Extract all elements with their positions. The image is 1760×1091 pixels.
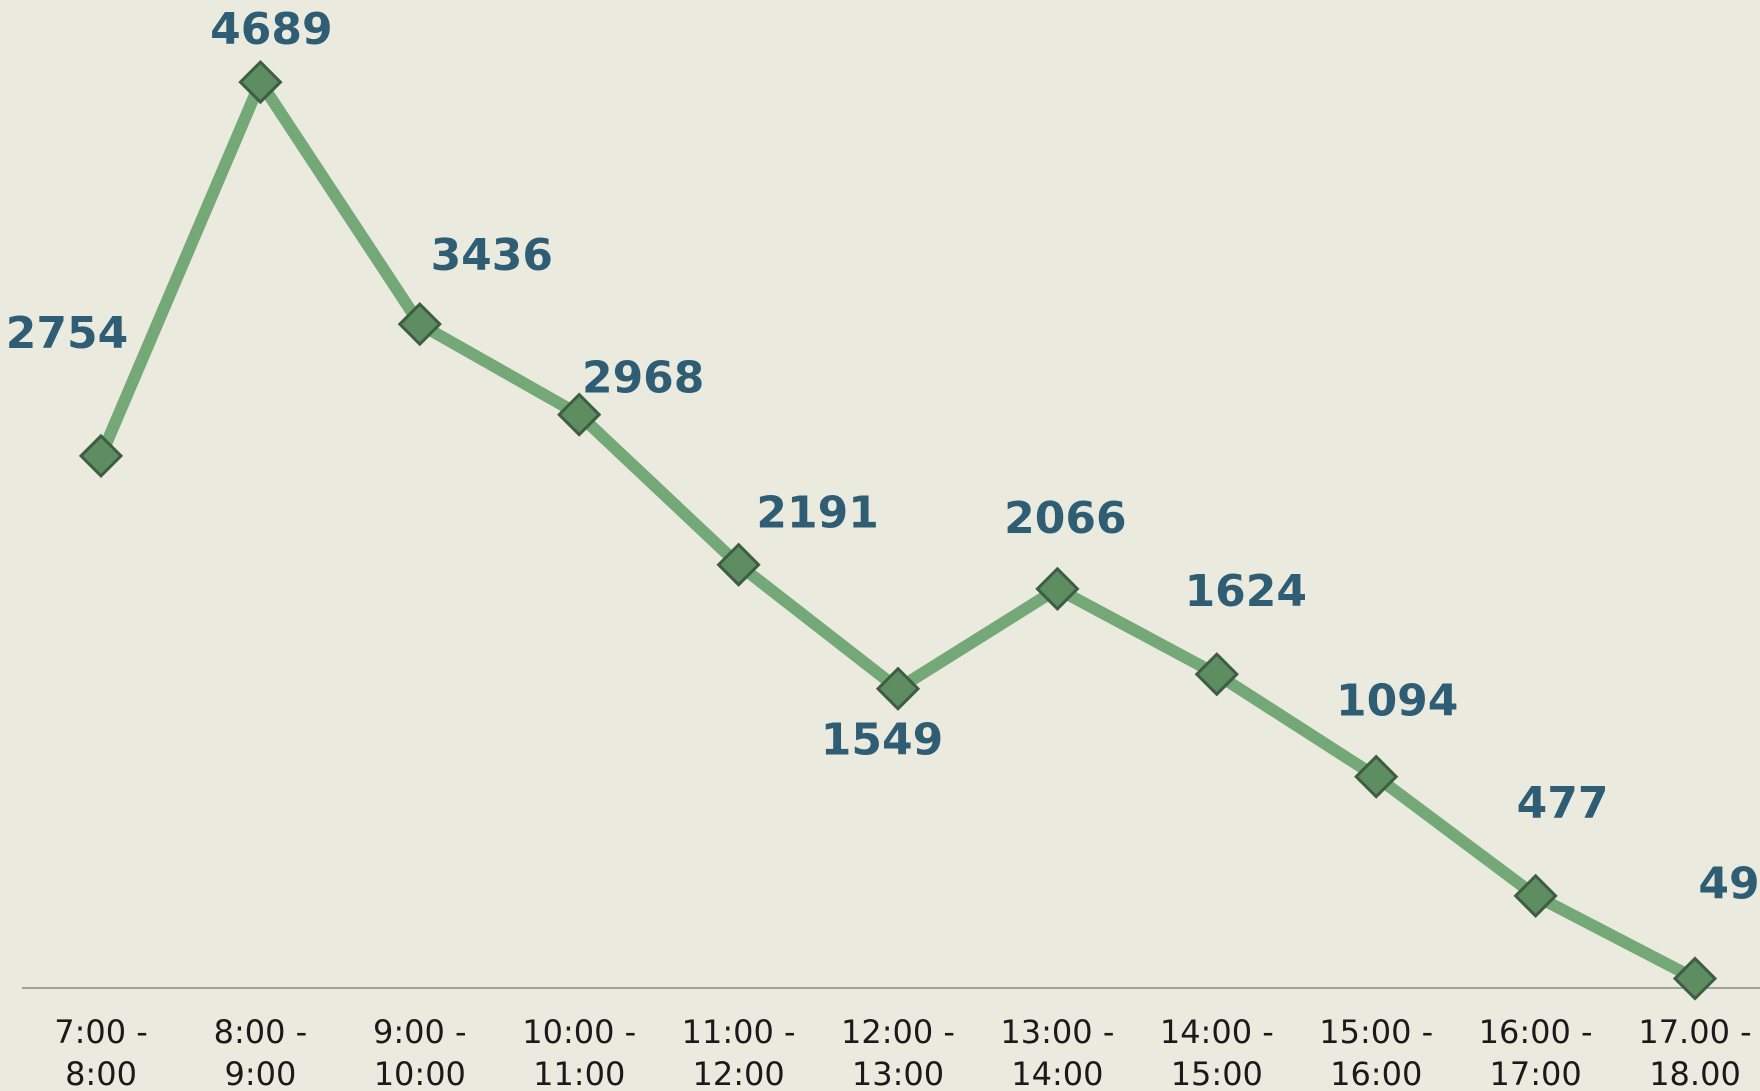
data-label: 1624: [1185, 566, 1307, 617]
marker: [397, 302, 442, 347]
x-tick-label-line: 15:00 -: [1319, 1013, 1433, 1051]
x-tick-label-line: 8:00: [65, 1055, 137, 1091]
data-label: 4689: [210, 4, 332, 55]
marker: [716, 542, 761, 587]
data-label: 2191: [756, 488, 878, 539]
data-label: 2754: [6, 308, 128, 359]
marker: [1035, 566, 1080, 611]
x-tick-label-line: 12:00: [692, 1055, 784, 1091]
x-tick-label: 14:00 - 15:00: [1160, 1013, 1274, 1091]
data-label: 3436: [431, 230, 553, 281]
x-tick-label: 7:00 - 8:00: [54, 1013, 148, 1091]
marker: [1672, 956, 1718, 1001]
x-tick-label-line: 16:00: [1330, 1055, 1422, 1091]
x-tick-label-line: 16:00 -: [1479, 1013, 1593, 1051]
x-tick-label-line: 12:00 -: [841, 1013, 955, 1051]
marker: [1513, 873, 1558, 918]
x-tick-label: 13:00 - 14:00: [1000, 1013, 1114, 1091]
marker: [1194, 652, 1239, 697]
data-label: 1549: [821, 715, 943, 766]
x-tick-label-line: 17.00 -: [1638, 1013, 1751, 1051]
x-tick-label-line: 10:00: [374, 1055, 466, 1091]
x-tick-label-line: 13:00: [852, 1055, 944, 1091]
marker: [238, 59, 283, 105]
x-tick-label: 10:00 - 11:00: [522, 1013, 636, 1091]
x-tick-label-line: 11:00 -: [682, 1013, 796, 1051]
x-tick-label: 11:00 - 12:00: [682, 1013, 796, 1091]
marker: [78, 433, 124, 479]
x-tick-label-line: 14:00 -: [1160, 1013, 1274, 1051]
data-label: 49: [1698, 859, 1759, 910]
data-label: 477: [1517, 778, 1609, 829]
x-tick-label-line: 14:00: [1011, 1055, 1103, 1091]
x-tick-label: 9:00 - 10:00: [373, 1013, 467, 1091]
x-tick-label: 12:00 - 13:00: [841, 1013, 955, 1091]
data-label: 2968: [582, 353, 704, 404]
x-tick-label-line: 8:00 -: [214, 1013, 308, 1051]
x-tick-label: 15:00 - 16:00: [1319, 1013, 1433, 1091]
x-tick-label-line: 15:00: [1171, 1055, 1263, 1091]
marker: [1354, 754, 1399, 799]
data-label: 1094: [1336, 676, 1458, 727]
x-tick-label-line: 13:00 -: [1000, 1013, 1114, 1051]
x-tick-label: 8:00 - 9:00: [214, 1013, 308, 1091]
x-tick-label-line: 10:00 -: [522, 1013, 636, 1051]
x-tick-label: 17.00 - 18.00: [1638, 1013, 1751, 1091]
x-tick-label-line: 9:00: [224, 1055, 296, 1091]
x-tick-label-line: 11:00: [533, 1055, 625, 1091]
x-tick-label-line: 18.00: [1649, 1055, 1741, 1091]
x-tick-label-line: 7:00 -: [54, 1013, 148, 1051]
marker: [557, 392, 602, 437]
x-tick-label: 16:00 - 17:00: [1479, 1013, 1593, 1091]
x-tick-label-line: 17:00: [1489, 1055, 1581, 1091]
marker: [875, 666, 921, 711]
x-tick-label-line: 9:00 -: [373, 1013, 467, 1051]
data-label: 2066: [1004, 493, 1126, 544]
